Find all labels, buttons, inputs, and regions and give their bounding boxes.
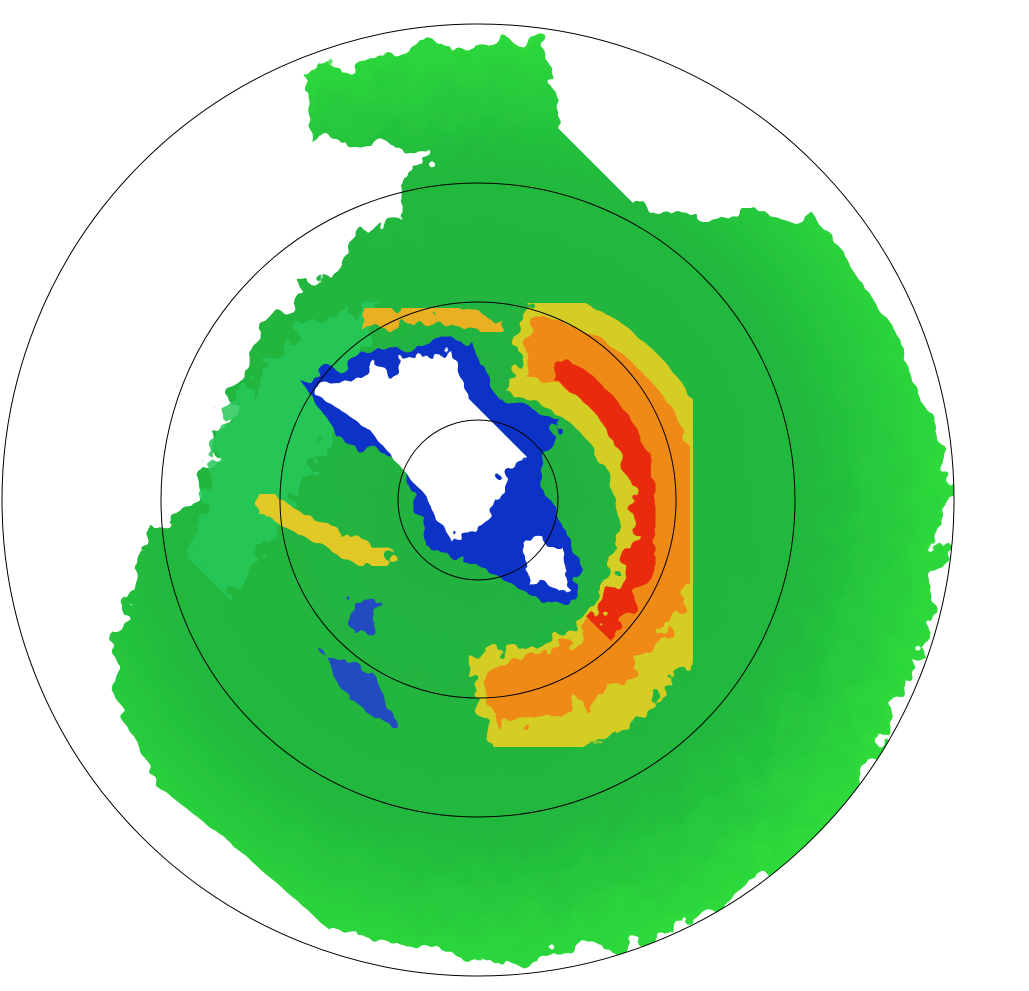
blue-echo [350,600,380,635]
red-band [553,359,660,639]
yellow-streak [254,490,394,571]
orange-band [481,315,702,729]
clear-area [520,540,570,590]
echo-field [110,30,950,960]
blue-echo [320,650,400,730]
range-ring [160,182,796,818]
clear-area [310,350,520,540]
range-ring [397,419,559,581]
range-ring [279,301,677,699]
range-rings [1,23,955,977]
range-ring [1,23,955,977]
yellow-streak [358,300,503,339]
